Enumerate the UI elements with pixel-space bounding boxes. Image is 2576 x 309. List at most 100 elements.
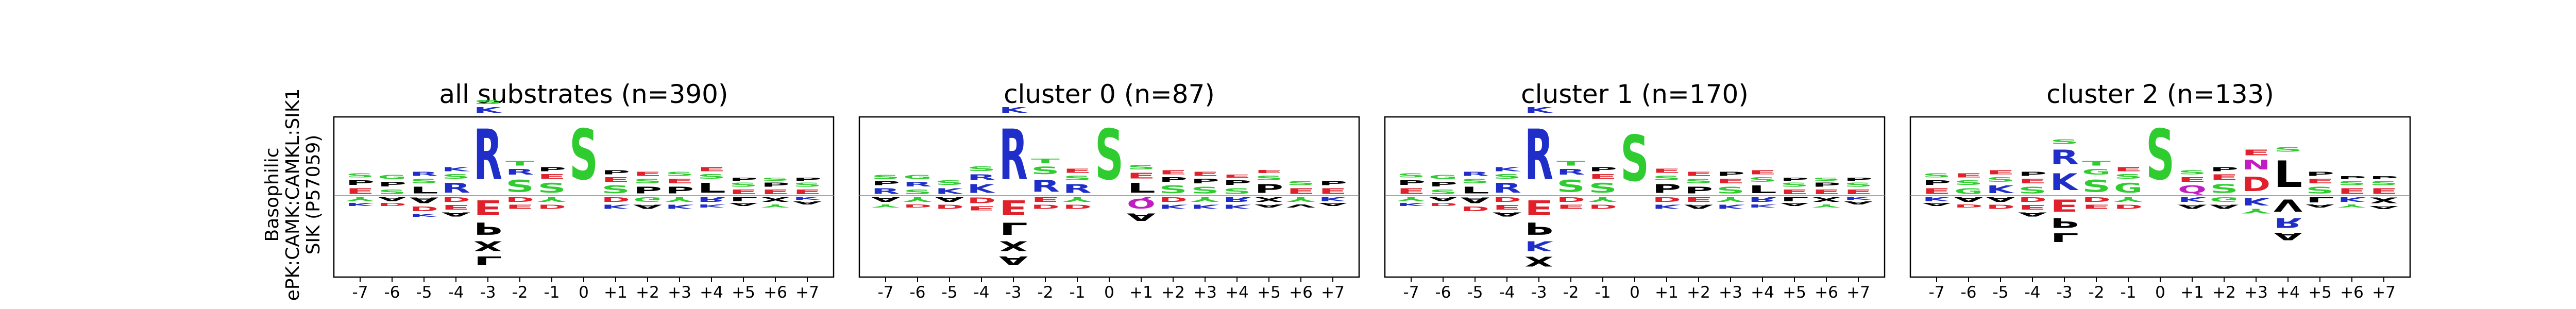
logo-letter-S: S — [2082, 177, 2111, 196]
logo-letter-P: P — [1716, 171, 1745, 177]
logo-letter-A: A — [1954, 196, 1983, 203]
logo-letter-P: P — [1223, 179, 1251, 186]
logo-letter-S: S — [697, 173, 726, 180]
x-tick-label: +1 — [2180, 283, 2204, 302]
logo-letter-Q: Q — [2178, 184, 2207, 196]
logo-letter-G: G — [1429, 174, 1458, 180]
logo-letter-D: D — [1493, 196, 1521, 203]
logo-letter-Y: Y — [537, 196, 566, 203]
x-tick-label: 0 — [1104, 283, 1114, 302]
logo-letter-S: S — [1812, 177, 1841, 182]
logo-letter-S: S — [505, 177, 534, 196]
logo-letter-L: L — [729, 196, 758, 202]
logo-letter-G: G — [2210, 196, 2239, 203]
logo-letter-K: K — [1318, 196, 1347, 202]
logo-letter-E: E — [665, 177, 694, 185]
logo-letter-R: R — [999, 115, 1028, 196]
logo-letter-S: S — [967, 165, 996, 173]
x-tick-label: 0 — [2155, 283, 2165, 302]
logo-letter-D: D — [1159, 196, 1188, 203]
logo-letter-E: E — [346, 186, 375, 196]
logo-letter-K: K — [442, 166, 470, 173]
logo-panel-0: all substrates (n=390) -7 -6 -5 -4 -3 -2 -1 0 +1 +… — [333, 79, 835, 302]
x-tick-label: -5 — [1467, 283, 1483, 302]
logo-letter-A: A — [729, 202, 758, 207]
logo-letter-S: S — [1556, 177, 1585, 196]
logo-letter-Y: Y — [665, 196, 694, 203]
logo-letter-P: P — [1588, 166, 1617, 173]
logo-letter-P: P — [2369, 176, 2398, 180]
logo-letter-P: P — [2050, 215, 2079, 230]
x-tick-label: +5 — [1783, 283, 1806, 302]
logo-letter-S: S — [1588, 180, 1617, 196]
logo-letter-S: S — [633, 177, 662, 185]
x-tick-label: +6 — [2340, 283, 2364, 302]
x-tick-label: +2 — [1687, 283, 1710, 302]
logo-letter-K: K — [601, 203, 630, 210]
x-tick-label: +3 — [1719, 283, 1742, 302]
x-tick-label: +2 — [2212, 283, 2236, 302]
x-tick-label: +7 — [795, 283, 819, 302]
logo-letter-E: E — [1397, 186, 1426, 196]
logo-letter-Y: Y — [1396, 196, 1425, 202]
x-tick-label: +3 — [2244, 283, 2268, 302]
logo-letter-T: T — [2082, 160, 2111, 167]
logo-letter-A: A — [1493, 211, 1521, 217]
logo-letter-P: P — [793, 177, 822, 182]
logo-letter-L: L — [410, 185, 438, 196]
logo-letter-L: L — [999, 219, 1028, 238]
logo-letter-K: K — [665, 203, 694, 210]
logo-letter-E: E — [1031, 196, 1060, 203]
logo-panel-3: cluster 2 (n=133) -7 -6 -5 -4 -3 -2 -1 0 +1 +2 +3 +4… — [1909, 79, 2411, 302]
logo-letter-L: L — [1780, 196, 1809, 202]
logo-letter-K: K — [1748, 203, 1777, 208]
logo-letter-A: A — [935, 196, 964, 203]
logo-letter-P: P — [346, 179, 375, 186]
logo-letter-E: E — [537, 173, 566, 180]
x-tick-label: -1 — [2121, 283, 2137, 302]
logo-letter-V: V — [1286, 203, 1315, 208]
logo-letter-E: E — [1318, 186, 1347, 196]
logo-letter-D: D — [2114, 203, 2143, 210]
logo-letter-D: D — [378, 202, 406, 207]
logo-letter-R: R — [2274, 215, 2302, 231]
panel-title: all substrates (n=390) — [439, 79, 728, 109]
logo-letter-A: A — [378, 196, 406, 202]
logo-letter-Y: Y — [345, 196, 374, 202]
logo-letter-E: E — [1986, 169, 2015, 176]
logo-letter-D: D — [1556, 196, 1585, 203]
logo-letter-L: L — [2050, 230, 2079, 244]
logo-letter-L: L — [697, 180, 726, 196]
logo-letter-S: S — [903, 188, 932, 196]
logo-letter-R: R — [505, 167, 534, 177]
logo-letter-S: S — [1397, 173, 1426, 179]
logo-letter-A: A — [1127, 211, 1156, 222]
logo-letter-R: R — [1748, 196, 1777, 203]
logo-letter-G: G — [633, 196, 662, 203]
x-tick-label: +1 — [604, 283, 628, 302]
logo-letter-E: E — [2337, 186, 2366, 196]
x-tick-label: -5 — [942, 283, 958, 302]
logo-letter-K: K — [1191, 203, 1219, 210]
logo-letter-K: K — [346, 202, 375, 207]
logo-letter-D: D — [601, 196, 630, 203]
x-tick-label: +6 — [764, 283, 787, 302]
logo-letter-X: X — [999, 238, 1028, 254]
x-tick-label: +2 — [1161, 283, 1185, 302]
logo-letter-E: E — [505, 203, 534, 210]
logo-letter-S: S — [2114, 173, 2143, 180]
logo-letter-S: S — [665, 171, 694, 177]
logo-letter-P: P — [2210, 166, 2239, 173]
logo-letter-X: X — [1255, 196, 1283, 203]
logo-letter-E: E — [1524, 196, 1553, 219]
x-tick-label: -7 — [352, 283, 368, 302]
logo-letter-E: E — [2050, 196, 2079, 215]
y-label-line-3: SIK (P57059) — [303, 135, 324, 255]
logo-letter-T: T — [1031, 157, 1060, 165]
logo-letter-A: A — [1844, 200, 1873, 205]
y-label-line-2: ePK:CAMK:CAMKL:SIK1 — [282, 89, 303, 301]
logo-letter-S: S — [378, 188, 406, 196]
logo-letter-E: E — [2018, 203, 2047, 211]
logo-letter-E: E — [1286, 186, 1315, 196]
